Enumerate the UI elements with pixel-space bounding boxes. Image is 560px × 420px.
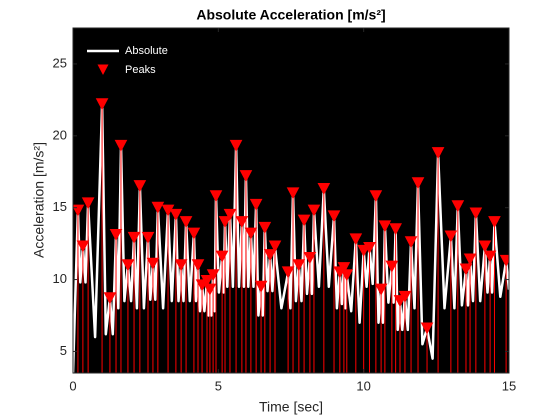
peak-marker	[420, 322, 434, 335]
peak-marker	[244, 227, 258, 240]
peak-marker	[200, 275, 214, 288]
peak-marker	[451, 200, 465, 213]
peak-marker	[206, 269, 220, 282]
peak-marker	[174, 259, 188, 272]
peak-marker	[303, 252, 317, 265]
peak-marker	[286, 187, 300, 200]
peak-marker	[297, 214, 311, 227]
peak-marker	[141, 231, 155, 244]
peak-marker	[459, 263, 473, 276]
y-axis-label: Acceleration [m/s²]	[31, 142, 47, 258]
y-tick-label: 20	[53, 127, 67, 142]
peak-marker	[169, 208, 183, 221]
peak-marker	[114, 139, 128, 152]
peak-marker	[483, 250, 497, 263]
x-tick-label: 15	[502, 378, 516, 393]
peak-marker	[187, 227, 201, 240]
x-axis-label: Time [sec]	[259, 399, 323, 415]
peak-marker	[179, 216, 193, 229]
peak-marker	[121, 259, 135, 272]
peak-marker	[317, 183, 331, 196]
peak-marker	[263, 249, 277, 262]
peak-marker	[292, 259, 306, 272]
peak-marker	[378, 220, 392, 233]
peak-marker	[76, 240, 90, 253]
axes-box	[72, 27, 510, 374]
y-tick-label: 25	[53, 55, 67, 70]
peak-marker	[209, 190, 223, 203]
peak-marker	[488, 216, 501, 229]
peak-marker	[389, 223, 402, 236]
y-tick-label: 5	[60, 343, 67, 358]
peak-marker	[203, 283, 217, 296]
peak-marker	[103, 292, 117, 305]
peak-marker	[444, 230, 458, 243]
peak-marker	[281, 266, 295, 279]
y-tick-label: 15	[53, 199, 67, 214]
peak-marker	[404, 236, 418, 249]
peak-marker	[223, 208, 237, 221]
peak-marker	[374, 283, 388, 296]
peak-marker	[307, 204, 321, 217]
peak-marker	[191, 259, 205, 272]
peak-marker	[215, 250, 229, 263]
peak-marker	[258, 221, 272, 234]
peak-marker	[146, 257, 160, 270]
peak-marker	[151, 201, 165, 214]
peak-marker	[431, 147, 445, 160]
peak-marker	[95, 98, 109, 111]
x-tick-label: 5	[215, 378, 222, 393]
chart-title: Absolute Acceleration [m/s²]	[196, 7, 385, 23]
peak-marker	[81, 197, 95, 210]
data-line	[73, 102, 509, 373]
peak-marker	[463, 253, 477, 266]
peak-marker	[229, 139, 243, 152]
legend-marker	[97, 64, 109, 75]
legend-label: Peaks	[125, 64, 156, 76]
peak-marker	[254, 280, 268, 293]
peak-marker	[249, 198, 263, 211]
peak-marker	[235, 216, 249, 229]
peak-marker	[239, 170, 253, 183]
peak-marker	[411, 177, 425, 190]
peak-marker	[363, 241, 376, 254]
peak-marker	[385, 260, 399, 273]
peak-marker	[268, 240, 282, 253]
x-tick-label: 0	[69, 378, 76, 393]
peak-marker	[369, 190, 383, 203]
peak-marker	[398, 290, 412, 303]
peak-marker	[337, 262, 351, 275]
peak-marker	[349, 233, 363, 246]
peak-marker	[469, 207, 483, 220]
x-tick-label: 10	[356, 378, 370, 393]
y-tick-label: 10	[53, 271, 67, 286]
peak-marker	[340, 269, 354, 282]
peak-marker	[127, 231, 141, 244]
peak-marker	[327, 210, 341, 223]
peak-marker	[133, 180, 147, 193]
peak-marker	[109, 229, 123, 242]
legend-label: Absolute	[125, 45, 168, 57]
peak-marker	[478, 240, 492, 253]
peak-marker	[218, 216, 232, 229]
